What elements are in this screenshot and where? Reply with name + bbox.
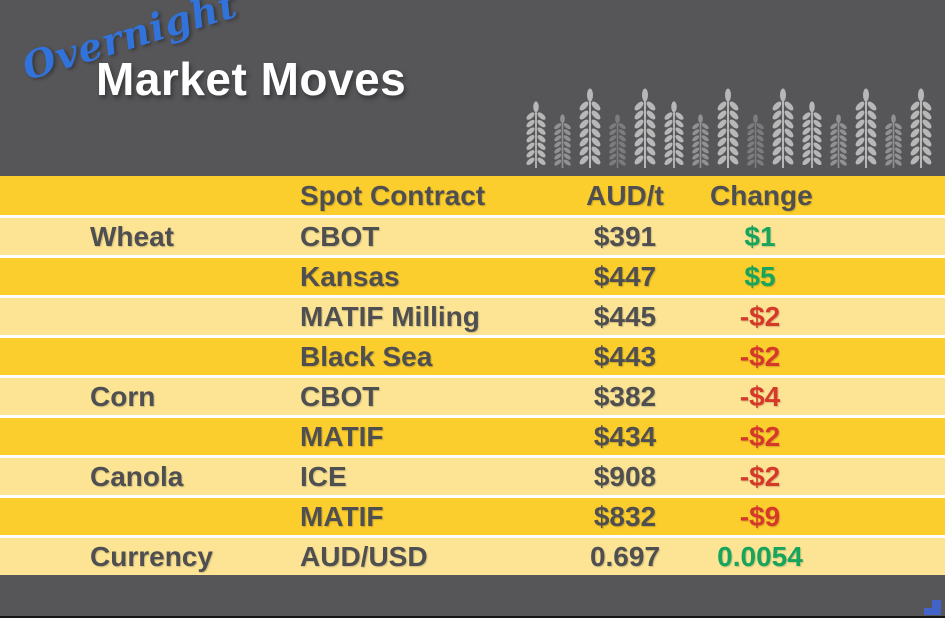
header: Overnight Market Moves <box>0 0 945 176</box>
footer <box>0 575 945 618</box>
row-price: $434 <box>593 420 657 452</box>
row-contract: ICE <box>300 460 347 492</box>
wheat-icon <box>801 101 823 168</box>
column-header-change: Change <box>710 179 813 211</box>
row-change: -$2 <box>739 300 781 332</box>
table-body: Wheat CBOT $391 $1 Kansas $447 $5 MATIF … <box>0 218 945 575</box>
row-price: $382 <box>593 380 657 412</box>
row-change: -$2 <box>739 460 781 492</box>
table-row: Corn CBOT $382 -$4 <box>0 378 945 418</box>
wheat-icon <box>553 114 572 168</box>
wheat-icon <box>578 88 602 168</box>
table-row: Wheat CBOT $391 $1 <box>0 218 945 258</box>
wheat-icon <box>884 114 903 168</box>
wheat-icon <box>771 88 795 168</box>
row-category: Canola <box>90 460 184 492</box>
stairs-icon <box>924 600 941 615</box>
row-price: 0.697 <box>589 540 661 572</box>
row-price: $443 <box>593 340 657 372</box>
row-price: $391 <box>593 220 657 252</box>
table-row: Kansas $447 $5 <box>0 258 945 298</box>
row-change: -$2 <box>739 420 781 452</box>
table-row: MATIF $832 -$9 <box>0 498 945 538</box>
row-change: -$4 <box>739 380 781 412</box>
wheat-icon <box>854 88 878 168</box>
wheat-icon <box>633 88 657 168</box>
row-category: Corn <box>90 380 156 412</box>
wheat-icon <box>663 101 685 168</box>
row-contract: CBOT <box>300 380 380 412</box>
row-change: $5 <box>744 260 776 292</box>
row-change: $1 <box>744 220 776 252</box>
row-contract: AUD/USD <box>300 540 428 572</box>
table-row: Canola ICE $908 -$2 <box>0 458 945 498</box>
table-row: Black Sea $443 -$2 <box>0 338 945 378</box>
wheat-icon <box>691 114 710 168</box>
row-change: -$9 <box>739 500 781 532</box>
row-contract: Kansas <box>300 260 400 292</box>
row-category: Currency <box>90 540 213 572</box>
row-change: 0.0054 <box>717 540 803 572</box>
wheat-icon <box>608 114 627 168</box>
row-contract: MATIF <box>300 420 384 452</box>
row-change: -$2 <box>739 340 781 372</box>
row-price: $447 <box>593 260 657 292</box>
price-table: Spot Contract AUD/t Change Wheat CBOT $3… <box>0 176 945 575</box>
table-row: MATIF $434 -$2 <box>0 418 945 458</box>
page-title: Market Moves <box>96 53 407 105</box>
row-category: Wheat <box>90 220 174 252</box>
wheat-icon <box>746 114 765 168</box>
column-header-contract: Spot Contract <box>300 179 486 211</box>
wheat-icon <box>829 114 848 168</box>
wheat-icon <box>716 88 740 168</box>
row-contract: Black Sea <box>300 340 433 372</box>
row-price: $832 <box>593 500 657 532</box>
wheat-icon <box>909 88 933 168</box>
wheat-icon <box>525 101 547 168</box>
table-header-row: Spot Contract AUD/t Change <box>0 176 945 218</box>
row-price: $908 <box>593 460 657 492</box>
row-price: $445 <box>593 300 657 332</box>
table-row: Currency AUD/USD 0.697 0.0054 <box>0 538 945 575</box>
table-row: MATIF Milling $445 -$2 <box>0 298 945 338</box>
wheat-decoration <box>525 88 933 168</box>
row-contract: MATIF Milling <box>300 300 480 332</box>
column-header-price: AUD/t <box>586 179 664 211</box>
row-contract: MATIF <box>300 500 384 532</box>
row-contract: CBOT <box>300 220 380 252</box>
